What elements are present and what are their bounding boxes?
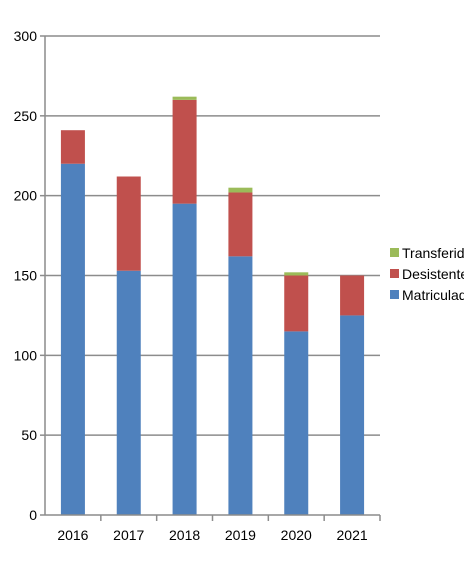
legend: Transferidos Desistentes Matriculados bbox=[390, 245, 464, 303]
y-tick-label: 50 bbox=[21, 427, 37, 443]
y-axis-tick-labels: 0 50 100 150 200 250 300 bbox=[14, 28, 38, 523]
bar-segment-transferidos-2020 bbox=[284, 272, 309, 276]
bar-segment-matriculados-2020 bbox=[284, 331, 309, 515]
bars bbox=[60, 96, 365, 515]
x-tick-label: 2018 bbox=[169, 527, 200, 543]
legend-label-desistentes: Desistentes bbox=[402, 266, 464, 282]
bar-segment-matriculados-2017 bbox=[116, 270, 141, 515]
x-tick-label: 2019 bbox=[225, 527, 256, 543]
legend-label-transferidos: Transferidos bbox=[402, 245, 464, 261]
bar-segment-desistentes-2018 bbox=[172, 99, 197, 204]
legend-swatch-matriculados bbox=[390, 290, 399, 299]
bar-segment-desistentes-2016 bbox=[60, 130, 85, 164]
x-tick-label: 2016 bbox=[57, 527, 88, 543]
bar-segment-matriculados-2021 bbox=[340, 315, 365, 515]
y-tick-label: 200 bbox=[14, 188, 38, 204]
y-tick-label: 250 bbox=[14, 108, 38, 124]
legend-label-matriculados: Matriculados bbox=[402, 287, 464, 303]
y-tick-label: 150 bbox=[14, 268, 38, 284]
gridlines bbox=[45, 35, 380, 436]
bar-segment-transferidos-2019 bbox=[228, 187, 253, 193]
bar-segment-transferidos-2018 bbox=[172, 96, 197, 100]
legend-swatch-desistentes bbox=[390, 269, 399, 278]
bar-segment-matriculados-2019 bbox=[228, 256, 253, 515]
legend-swatch-transferidos bbox=[390, 248, 399, 257]
x-tick-label: 2017 bbox=[113, 527, 144, 543]
bar-segment-matriculados-2016 bbox=[60, 163, 85, 515]
x-tick-label: 2021 bbox=[337, 527, 368, 543]
x-axis-tick-labels: 2016 2017 2018 2019 2020 2021 bbox=[57, 527, 368, 543]
bar-segment-desistentes-2020 bbox=[284, 275, 309, 332]
bar-segment-desistentes-2019 bbox=[228, 192, 253, 257]
bar-segment-desistentes-2021 bbox=[340, 275, 365, 316]
bar-segment-matriculados-2018 bbox=[172, 203, 197, 515]
bar-segment-desistentes-2017 bbox=[116, 176, 141, 271]
x-tick-label: 2020 bbox=[281, 527, 312, 543]
y-tick-label: 0 bbox=[29, 507, 37, 523]
y-tick-label: 100 bbox=[14, 347, 38, 363]
y-tick-label: 300 bbox=[14, 28, 38, 44]
axes bbox=[40, 35, 381, 521]
